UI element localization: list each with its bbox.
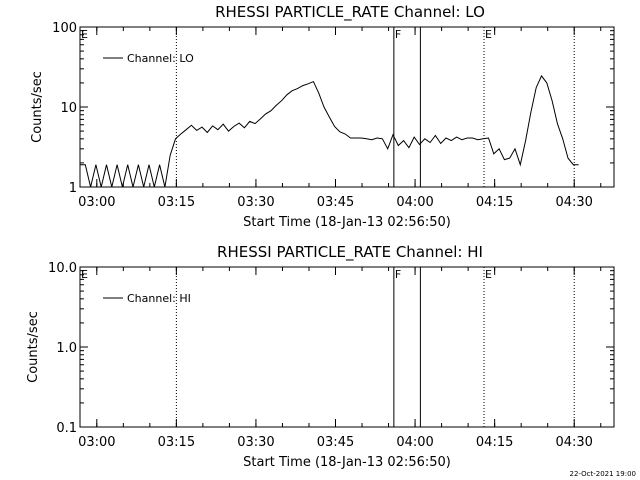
chart-title: RHESSI PARTICLE_RATE Channel: LO [215,3,485,22]
x-tick-label: 03:00 [78,435,115,450]
event-marker-label: E [485,28,492,41]
y-tick-label: 1.0 [56,341,77,356]
legend-entry: Channel: LO [127,52,194,65]
x-tick-label: 04:00 [396,195,433,210]
x-tick-label: 03:45 [317,195,354,210]
x-tick-label: 03:15 [158,195,195,210]
corner-label: E [81,268,88,281]
axis-ticks: 03:00 03:15 03:30 03:45 04:00 04:15 04:30 1 10 10… [52,21,614,210]
chart-title: RHESSI PARTICLE_RATE Channel: HI [217,243,483,262]
event-marker-label: F [395,28,401,41]
y-axis-label: Counts/sec [30,71,45,143]
x-tick-label: 04:30 [555,435,592,450]
x-tick-label: 03:15 [158,435,195,450]
legend-entry: Channel: HI [127,292,191,305]
footer-timestamp: 22-Oct-2021 19:00 [570,470,636,478]
x-tick-label: 03:30 [237,195,274,210]
event-marker-label: F [395,268,401,281]
x-axis-label: Start Time (18-Jan-13 02:56:50) [243,455,451,470]
plot-frame [79,26,615,188]
x-tick-label: 04:00 [396,435,433,450]
chart-panel-lo: RHESSI PARTICLE_RATE Channel: LO Counts/… [30,3,615,230]
x-tick-label: 03:30 [237,435,274,450]
series-line [80,74,579,188]
y-tick-label: 10 [60,101,77,116]
x-tick-label: 03:00 [78,195,115,210]
x-tick-label: 04:30 [555,195,592,210]
x-axis-label: Start Time (18-Jan-13 02:56:50) [243,215,451,230]
plot-frame [79,266,615,428]
x-tick-label: 03:45 [317,435,354,450]
x-tick-label: 04:15 [476,195,513,210]
y-tick-label: 1 [69,181,77,196]
chart-panel-hi: RHESSI PARTICLE_RATE Channel: HI Counts/… [26,243,615,470]
x-tick-label: 04:15 [476,435,513,450]
y-tick-label: 10.0 [48,261,77,276]
y-tick-label: 0.1 [56,421,77,436]
axis-ticks: 03:00 03:15 03:30 03:45 04:00 04:15 04:30 0.1 1.… [48,261,614,450]
y-tick-label: 100 [52,21,77,36]
event-marker-label: E [485,268,492,281]
y-axis-label: Counts/sec [26,311,41,383]
series-layer [80,74,579,188]
corner-label: E [81,28,88,41]
